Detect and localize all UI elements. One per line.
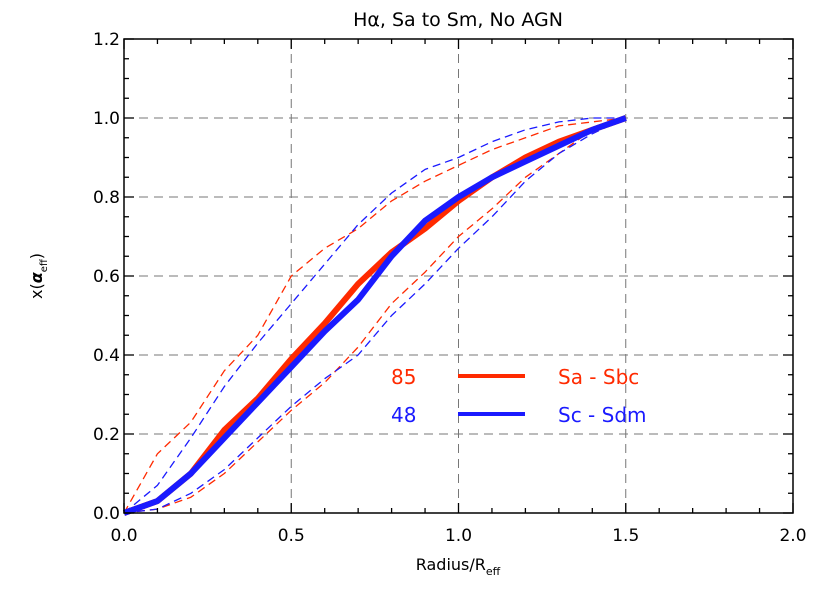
x-axis-label-sub: eff	[486, 565, 501, 578]
legend-label-1: Sc - Sdm	[558, 403, 647, 427]
legend: 85 Sa - Sbc 48 Sc - Sdm	[391, 365, 647, 427]
x-tick-label: 1.0	[445, 526, 472, 546]
series-line-1	[122, 115, 627, 516]
series-layer	[122, 115, 627, 516]
y-axis-label-post: )	[27, 253, 46, 259]
chart-title: Hα, Sa to Sm, No AGN	[353, 9, 563, 31]
axes: 0.0 0.5 1.0 1.5 2.0 0.0 0.2 0.4 0.6 0.8 1.0 1.2	[93, 30, 807, 546]
series-dashed-line-4	[123, 117, 626, 514]
legend-label-0: Sa - Sbc	[558, 365, 639, 389]
y-tick-label: 1.2	[93, 30, 120, 50]
y-tick-label: 0.4	[93, 346, 120, 366]
y-tick-label: 0.6	[93, 267, 120, 287]
y-axis-label-pre: x(	[27, 283, 46, 299]
y-tick-label: 0.8	[93, 188, 120, 208]
x-axis-label: Radius/Reff	[416, 555, 501, 578]
x-axis-label-main: Radius/R	[416, 555, 486, 574]
legend-count-0: 85	[391, 365, 416, 389]
x-tick-label: 2.0	[779, 526, 806, 546]
x-tick-label: 0.5	[278, 526, 305, 546]
x-tick-label: 0.0	[110, 526, 137, 546]
y-axis-label-sub: eff	[39, 258, 50, 272]
legend-count-1: 48	[391, 403, 416, 427]
y-tick-label: 1.0	[93, 109, 120, 129]
x-tick-label: 1.5	[612, 526, 639, 546]
y-axis-label-greek: α	[27, 271, 46, 283]
series-dashed-line-5	[123, 117, 627, 514]
series-line-0	[122, 115, 627, 516]
y-axis-label: x(αeff)	[27, 253, 50, 299]
y-tick-label: 0.0	[93, 504, 120, 524]
series-dashed-line-3	[123, 117, 627, 514]
series-dashed-line-2	[123, 117, 626, 514]
y-tick-label: 0.2	[93, 425, 120, 445]
